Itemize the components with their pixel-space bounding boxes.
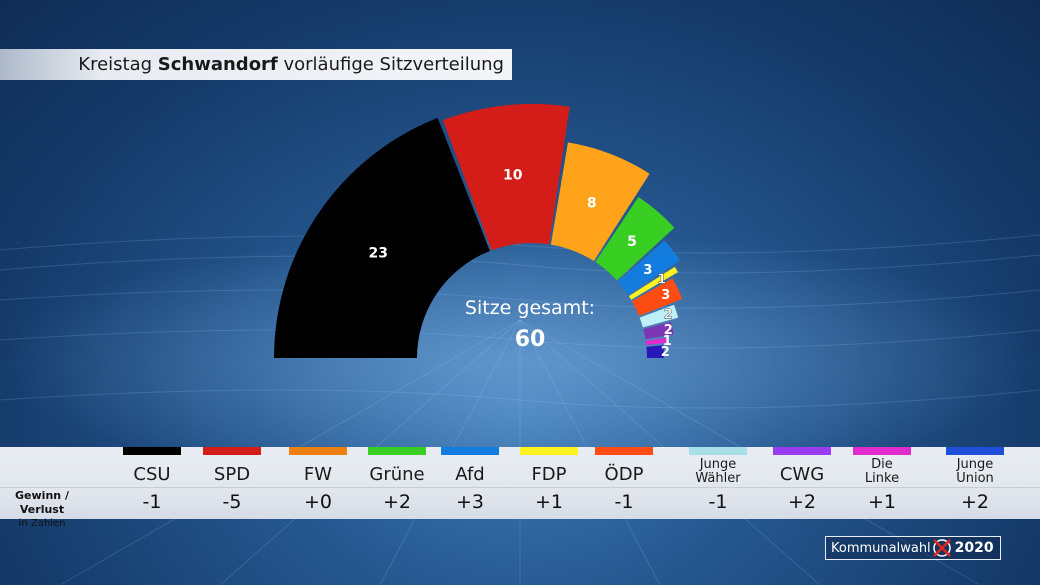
slice-junge-wähler (639, 304, 679, 328)
slice-label-die-linke: 1 (663, 334, 672, 349)
party-swatch (368, 447, 426, 455)
logo-word: Kommunalwahl (831, 540, 931, 556)
slice-label-grüne: 5 (627, 234, 637, 250)
party-swatch (289, 447, 347, 455)
title-prefix: Kreistag (78, 54, 158, 75)
party-column: Afd +3 (430, 447, 510, 519)
party-name: FW (303, 463, 333, 485)
party-name: SPD (213, 463, 251, 485)
party-name: ÖDP (604, 463, 644, 485)
party-column: Junge Union +2 (935, 447, 1015, 519)
party-column: FDP +1 (509, 447, 589, 519)
party-swatch (689, 447, 747, 455)
title-suffix: vorläufige Sitzverteilung (277, 54, 504, 75)
party-name: CSU (133, 463, 171, 485)
row-label: Gewinn / Verlust in Zahlen (0, 489, 84, 531)
slice-cwg (643, 321, 674, 340)
party-name: Afd (455, 463, 485, 485)
logo-year: 2020 (954, 540, 994, 556)
party-swatch (853, 447, 911, 455)
party-change: +2 (382, 491, 411, 513)
slice-label-afd: 3 (643, 263, 652, 278)
slice-label-fw: 8 (587, 195, 597, 211)
party-name: Junge Union (956, 457, 994, 486)
title-district: Schwandorf (157, 54, 278, 75)
slice-label-cwg: 2 (664, 323, 673, 338)
party-swatch (520, 447, 578, 455)
party-change: +3 (455, 491, 484, 513)
party-swatch (595, 447, 653, 455)
slice-label-spd: 10 (503, 167, 523, 183)
slice-label-fdp: 1 (657, 272, 666, 287)
results-table (0, 447, 1040, 519)
slice-label-junge-wähler: 2 (664, 308, 673, 323)
party-change: -1 (142, 491, 162, 513)
party-name: CWG (779, 463, 825, 485)
slice-spd (442, 103, 570, 251)
slice-ödp (632, 278, 683, 316)
party-change: -1 (708, 491, 728, 513)
party-column: Grüne +2 (357, 447, 437, 519)
party-swatch (123, 447, 181, 455)
party-name: Junge Wähler (695, 457, 741, 486)
row-label-sub: in Zahlen (18, 518, 66, 529)
ballot-cross-icon (932, 539, 951, 557)
slice-label-csu: 23 (369, 245, 388, 261)
party-column: ÖDP -1 (584, 447, 664, 519)
party-swatch (773, 447, 831, 455)
slice-label-junge-union: 2 (661, 345, 670, 360)
slice-afd (618, 240, 680, 295)
slice-label-ödp: 3 (661, 288, 670, 303)
party-column: FW +0 (278, 447, 358, 519)
party-column: CSU -1 (112, 447, 192, 519)
slice-fw (550, 142, 650, 262)
party-change: -1 (614, 491, 634, 513)
row-label-main: Gewinn / Verlust (15, 489, 69, 516)
slice-grüne (595, 196, 675, 281)
row-divider (0, 487, 1040, 488)
slice-fdp (628, 266, 678, 300)
election-logo: Kommunalwahl 2020 (825, 536, 1001, 560)
party-name: Grüne (369, 463, 425, 485)
party-change: +2 (787, 491, 816, 513)
party-name: FDP (531, 463, 567, 485)
slice-junge-union (646, 345, 664, 358)
slice-die-linke (645, 337, 669, 346)
party-column: CWG +2 (762, 447, 842, 519)
slice-csu (274, 117, 490, 358)
party-column: SPD -5 (192, 447, 272, 519)
party-change: +0 (303, 491, 332, 513)
party-change: -5 (222, 491, 242, 513)
party-column: Die Linke +1 (842, 447, 922, 519)
chart-title: Kreistag Schwandorf vorläufige Sitzverte… (78, 54, 504, 75)
party-change: +1 (867, 491, 896, 513)
party-swatch (946, 447, 1004, 455)
party-column: Junge Wähler -1 (678, 447, 758, 519)
party-name: Die Linke (864, 457, 900, 486)
center-label: Sitze gesamt: (465, 297, 595, 319)
party-swatch (441, 447, 499, 455)
party-swatch (203, 447, 261, 455)
party-change: +2 (960, 491, 989, 513)
title-bar: Kreistag Schwandorf vorläufige Sitzverte… (0, 49, 512, 80)
party-change: +1 (534, 491, 563, 513)
center-total: 60 (515, 327, 546, 352)
